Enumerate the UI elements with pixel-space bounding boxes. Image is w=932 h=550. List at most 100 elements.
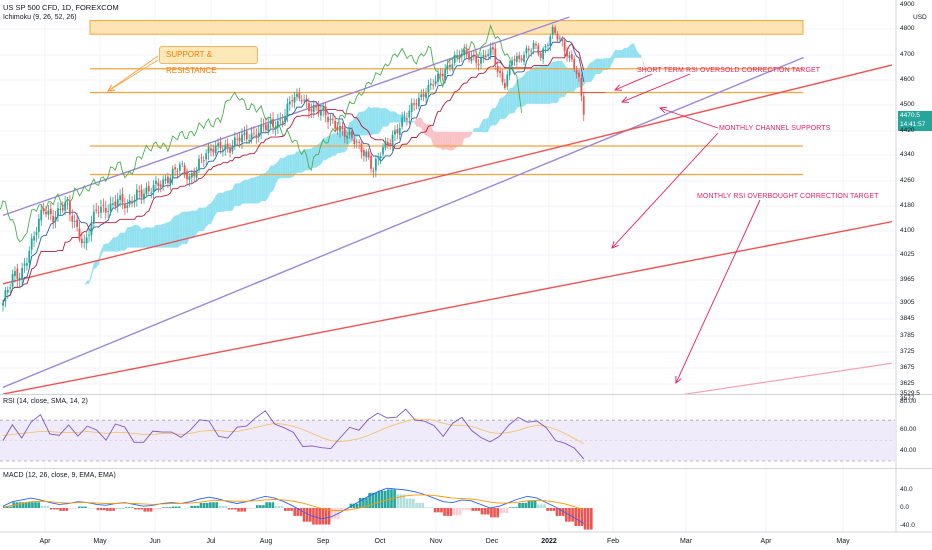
- candle-body: [501, 73, 504, 82]
- candle-body: [35, 231, 38, 235]
- rsi-legend[interactable]: RSI (14, close, SMA, 14, 2): [3, 398, 88, 405]
- candle-body: [109, 203, 112, 211]
- candle-body: [494, 48, 497, 65]
- cloud-segment: [473, 127, 477, 132]
- candle-body: [451, 64, 454, 69]
- cloud-segment: [550, 61, 553, 104]
- macd-histogram-bar: [590, 508, 593, 530]
- cloud-segment: [521, 75, 525, 107]
- cloud-segment: [617, 50, 620, 58]
- candle-body: [262, 125, 265, 127]
- candle-body: [463, 49, 466, 56]
- cloud-segment: [251, 177, 254, 204]
- candle-body: [315, 105, 317, 108]
- ichimoku-legend[interactable]: Ichimoku (9, 26, 52, 26): [3, 14, 77, 21]
- candle-body: [484, 55, 487, 58]
- candle-body: [143, 193, 145, 199]
- time-tick-label: Jun: [149, 538, 161, 545]
- macd-histogram-bar: [424, 507, 428, 508]
- cloud-segment: [234, 183, 238, 207]
- cloud-segment: [641, 55, 644, 66]
- macd-histogram-bar: [77, 506, 81, 508]
- monthly-supports-label[interactable]: MONTHLY CHANNEL SUPPORTS: [719, 125, 831, 132]
- candle-body: [4, 290, 7, 302]
- candle-body: [319, 110, 322, 116]
- macd-histogram-bar: [433, 508, 437, 513]
- macd-histogram-bar: [59, 508, 62, 511]
- candle-body: [415, 103, 418, 105]
- cloud-segment: [442, 131, 446, 151]
- candle-body: [243, 132, 246, 135]
- candle-body: [167, 176, 169, 183]
- candle-body: [470, 57, 473, 62]
- cloud-segment: [201, 207, 204, 232]
- candle-body: [71, 215, 74, 222]
- candle-body: [353, 139, 356, 145]
- cloud-segment: [404, 114, 407, 123]
- candle-body: [403, 116, 406, 118]
- symbol-title[interactable]: US SP 500 CFD, 1D, FOREXCOM: [3, 3, 119, 12]
- candle-body: [205, 153, 208, 160]
- cloud-segment: [631, 43, 634, 58]
- macd-signal-line: [2, 494, 584, 512]
- support-resistance-label[interactable]: SUPPORT & RESISTANCE: [159, 46, 258, 75]
- macd-histogram-bar: [215, 502, 218, 508]
- macd-histogram-bar: [430, 507, 434, 508]
- cloud-segment: [203, 207, 207, 231]
- candle-body: [250, 133, 253, 140]
- cloud-segment: [275, 161, 278, 186]
- cloud-segment: [323, 137, 326, 161]
- cloud-segment: [153, 224, 156, 248]
- cloud-segment: [225, 190, 228, 212]
- candle-body: [377, 156, 380, 159]
- candle-body: [504, 82, 506, 88]
- cloud-segment: [332, 133, 336, 156]
- pane-separator-rsi[interactable]: [0, 394, 932, 395]
- macd-histogram-bar: [396, 494, 400, 508]
- pane-separator-macd[interactable]: [0, 468, 932, 469]
- macd-histogram-bar: [546, 508, 549, 511]
- candle-body: [580, 77, 583, 96]
- candle-body: [145, 187, 148, 195]
- candle-body: [21, 267, 24, 279]
- macd-histogram-bar: [461, 508, 465, 511]
- rsi-tick-label: 40.00: [900, 446, 917, 454]
- candle-body: [174, 167, 176, 170]
- macd-histogram-bar: [493, 508, 496, 518]
- candle-body: [40, 210, 43, 221]
- monthly-rsi-label[interactable]: MONTHLY RSI OVERBOUGHT CORRECTION TARGET: [697, 193, 879, 200]
- cloud-segment: [619, 50, 623, 58]
- candle-body: [379, 156, 382, 159]
- ichimoku-cloud: [65, 43, 646, 303]
- macd-legend[interactable]: MACD (12, 26, close, 9, EMA, EMA): [3, 472, 116, 479]
- cloud-segment: [316, 144, 319, 168]
- candle-body: [49, 208, 52, 215]
- macd-histogram-bar: [137, 508, 140, 510]
- candle-body: [465, 49, 468, 55]
- cloud-segment: [459, 131, 462, 146]
- candle-body: [288, 101, 291, 105]
- macd-histogram-bar: [365, 497, 368, 508]
- macd-histogram-bar: [159, 508, 162, 510]
- macd-histogram-bar: [446, 508, 450, 516]
- time-tick-label: Feb: [606, 538, 620, 545]
- candle-body: [42, 208, 45, 211]
- candle-body: [575, 69, 578, 75]
- time-tick-label: Dec: [485, 538, 499, 545]
- price-candles: [2, 24, 585, 312]
- cloud-segment: [538, 65, 541, 104]
- candle-body: [298, 92, 301, 99]
- candle-body: [265, 124, 267, 131]
- candle-body: [64, 202, 67, 211]
- candle-body: [346, 135, 349, 139]
- candle-body: [341, 126, 344, 130]
- cloud-segment: [466, 131, 470, 138]
- short-term-target-label[interactable]: SHORT TERM RSI OVERSOLD CORRECTION TARGE…: [637, 67, 821, 74]
- candle-body: [568, 55, 571, 59]
- macd-histogram-bar: [218, 505, 222, 508]
- candle-body: [360, 143, 363, 152]
- cloud-segment: [273, 163, 276, 192]
- macd-histogram-bar: [452, 508, 456, 516]
- macd-histogram-bar: [84, 506, 87, 508]
